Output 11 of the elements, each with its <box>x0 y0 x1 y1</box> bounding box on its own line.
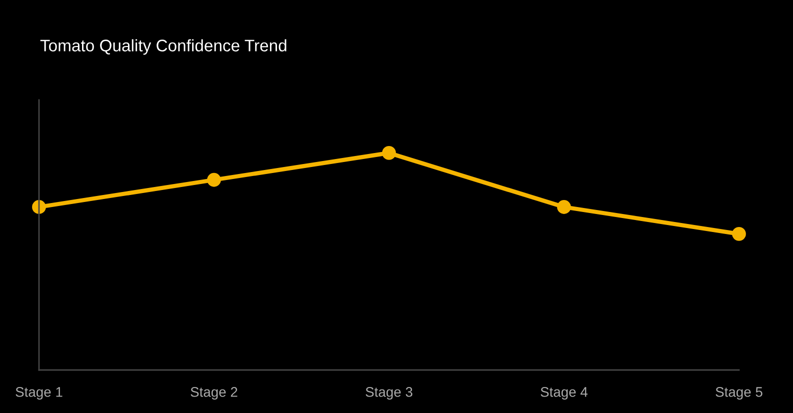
x-tick-label: Stage 4 <box>540 387 588 400</box>
x-tick-label: Stage 3 <box>366 387 412 400</box>
point <box>382 146 396 160</box>
x-tick-label: Stage 1 <box>16 387 62 400</box>
chart-title: Tomato Quality Confidence Trend <box>40 39 286 55</box>
x-tick-label: Stage 2 <box>190 387 238 400</box>
point <box>207 172 221 187</box>
point <box>732 226 746 241</box>
point <box>32 200 46 214</box>
x-tick-label: Stage 5 <box>716 387 762 400</box>
point <box>557 200 571 214</box>
